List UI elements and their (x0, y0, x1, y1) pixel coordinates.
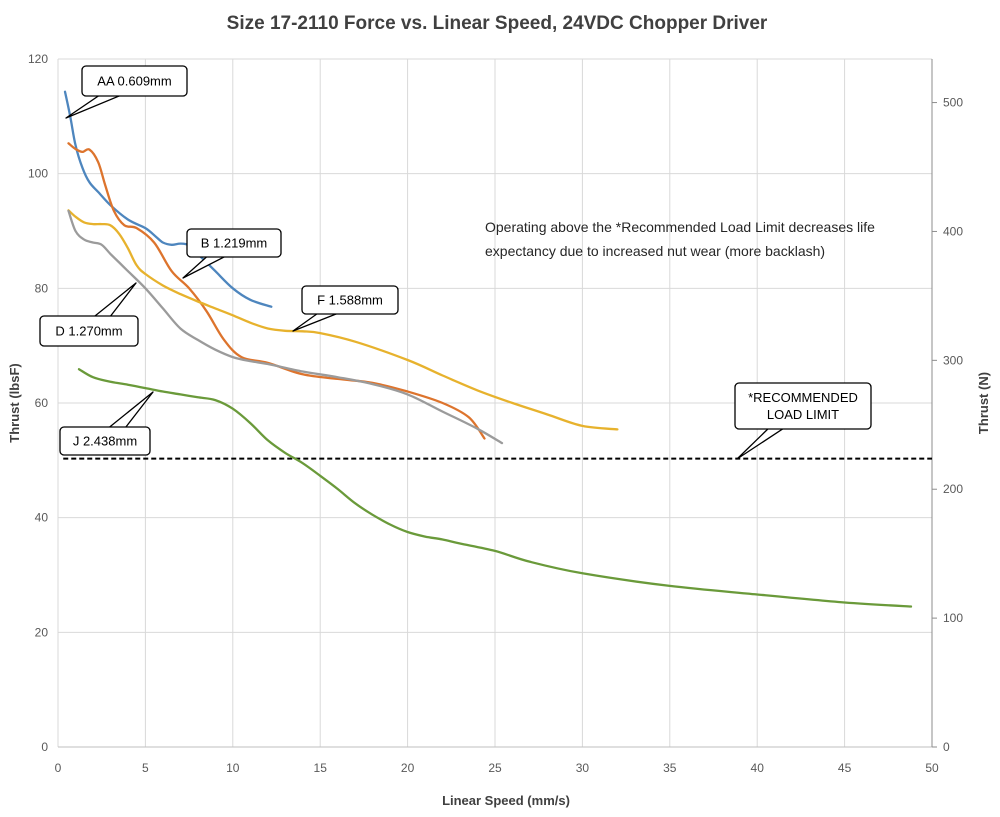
y2-tick-label: 100 (943, 611, 963, 625)
chart-title: Size 17-2110 Force vs. Linear Speed, 24V… (227, 13, 768, 34)
operating-note: Operating above the *Recommended Load Li… (485, 219, 879, 259)
callout-fill (303, 287, 397, 313)
series-line-aa-0-609mm (63, 90, 273, 308)
series-line-j-2-438mm (77, 368, 913, 608)
callout-label: *RECOMMENDED (748, 390, 858, 405)
operating-note-line-2: expectancy due to increased nut wear (mo… (485, 243, 825, 259)
x-tick-label: 35 (663, 761, 677, 775)
y-tick-label: 40 (35, 511, 49, 525)
y-axis-title: Thrust (lbsF) (7, 363, 22, 442)
y2-tick-label: 200 (943, 482, 963, 496)
callout-label: AA 0.609mm (97, 74, 171, 89)
x-tick-label: 10 (226, 761, 240, 775)
callout-f-1-588mm: F 1.588mm (292, 285, 399, 332)
y-tick-label: 80 (35, 281, 49, 295)
y2-tick-label: 400 (943, 224, 963, 238)
y-tick-label: 60 (35, 396, 49, 410)
x-tick-label: 45 (838, 761, 852, 775)
callout-fill (83, 67, 186, 95)
y-tick-label: 0 (41, 740, 48, 754)
y2-tick-label: 0 (943, 740, 950, 754)
series-lines (63, 90, 913, 608)
x-tick-label: 40 (751, 761, 765, 775)
callout-fill (188, 230, 280, 256)
y2-axis-title: Thrust (N) (976, 372, 991, 434)
operating-note-line-1: Operating above the *Recommended Load Li… (485, 219, 875, 235)
x-axis-title: Linear Speed (mm/s) (442, 793, 570, 808)
callout-fill (736, 384, 870, 428)
callout-label: LOAD LIMIT (767, 407, 839, 422)
callout-aa-0-609mm: AA 0.609mm (65, 65, 188, 119)
series-line-f-1-588mm (67, 209, 619, 431)
callout-b-1-219mm: B 1.219mm (182, 228, 282, 279)
series-line-b-1-219mm (67, 142, 486, 440)
x-tick-label: 50 (925, 761, 939, 775)
callout-fill (61, 428, 149, 454)
y-tick-label: 120 (28, 52, 48, 66)
y-tick-label: 20 (35, 625, 49, 639)
x-tick-label: 15 (314, 761, 328, 775)
callout-fill (41, 317, 137, 345)
x-tick-label: 25 (488, 761, 502, 775)
y-tick-label: 100 (28, 167, 48, 181)
y2-tick-label: 500 (943, 96, 963, 110)
x-tick-label: 20 (401, 761, 415, 775)
axes (58, 59, 937, 748)
callout-recommended-load-limit: *RECOMMENDED LOAD LIMIT (734, 382, 872, 460)
x-tick-label: 5 (142, 761, 149, 775)
y2-tick-label: 300 (943, 353, 963, 367)
y2-tick-labels: 0 100 200 300 400 500 (943, 96, 963, 754)
callout-label: J 2.438mm (73, 434, 137, 449)
x-tick-label: 0 (55, 761, 62, 775)
callout-label: F 1.588mm (317, 293, 383, 308)
y-tick-labels: 0 20 40 60 80 100 120 (28, 52, 48, 754)
x-tick-label: 30 (576, 761, 590, 775)
callout-label: D 1.270mm (55, 324, 122, 339)
callout-j-2-438mm: J 2.438mm (59, 391, 154, 456)
callout-label: B 1.219mm (201, 236, 267, 251)
series-line-d-1-270mm (67, 209, 504, 445)
x-tick-labels: 0 5 10 15 20 25 30 35 40 45 50 (55, 761, 939, 775)
callout-d-1-270mm: D 1.270mm (39, 282, 139, 347)
callouts: AA 0.609mm B 1.219mm D 1.270mm F 1.588mm J 2… (39, 65, 872, 460)
